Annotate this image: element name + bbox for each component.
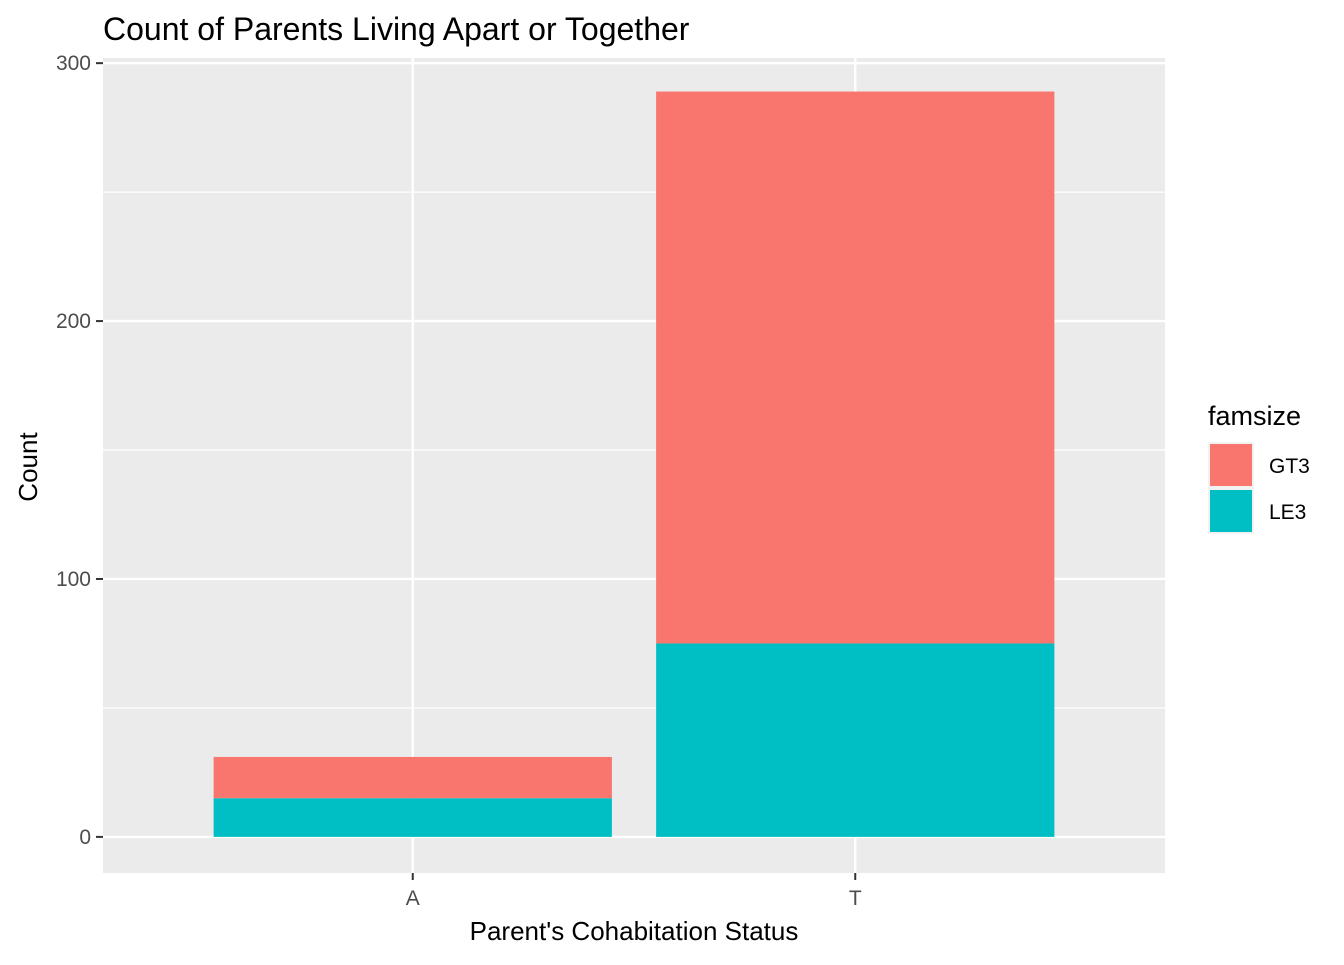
legend-label-LE3: LE3: [1269, 501, 1306, 524]
bar-A-LE3: [213, 798, 612, 837]
legend-swatch-LE3: [1210, 490, 1252, 532]
bar-T-LE3: [656, 643, 1055, 837]
bar-A-GT3: [213, 756, 612, 799]
axes: 0 100 200 300 A T: [56, 52, 862, 910]
legend-title: famsize: [1208, 401, 1301, 431]
y-axis-title: Count: [13, 432, 43, 502]
y-tick-label: 200: [56, 310, 91, 333]
legend-swatch-GT3: [1210, 444, 1252, 486]
y-tick-label: 300: [56, 52, 91, 75]
x-tick-label: A: [406, 887, 420, 910]
chart-title: Count of Parents Living Apart or Togethe…: [103, 11, 690, 47]
legend-label-GT3: GT3: [1269, 455, 1310, 478]
legend-items: GT3 LE3: [1208, 442, 1310, 534]
y-tick-label: 100: [56, 568, 91, 591]
bar-T-GT3: [656, 91, 1055, 644]
x-axis-title: Parent's Cohabitation Status: [470, 916, 799, 946]
y-tick-label: 0: [79, 826, 91, 849]
x-tick-label: T: [849, 887, 862, 910]
legend: famsize GT3 LE3: [1208, 401, 1310, 534]
bars: [213, 91, 1055, 837]
